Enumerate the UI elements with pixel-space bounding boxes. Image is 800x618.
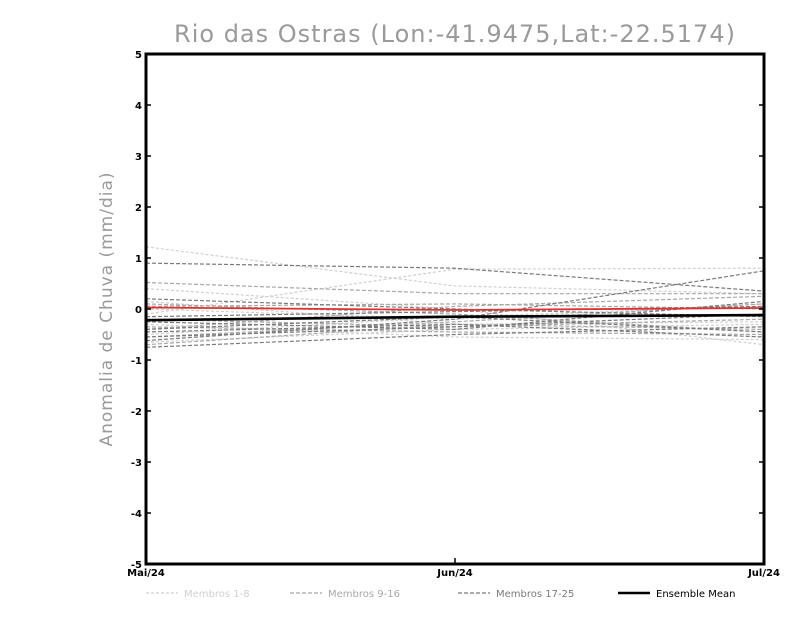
y-axis-label: Anomalia de Chuva (mm/dia)	[97, 171, 117, 446]
member-line-1	[145, 246, 765, 295]
member-line-23	[145, 298, 765, 318]
legend-label-3: Membros 17-25	[496, 589, 574, 600]
y-tick-label: -4	[131, 509, 142, 520]
member-line-3	[145, 288, 765, 346]
y-tick-label: 5	[135, 50, 142, 61]
member-line-24	[145, 326, 765, 348]
legend-label-1: Membros 1-8	[184, 589, 250, 600]
member-line-17	[145, 262, 765, 292]
legend: Membros 1-8 Membros 9-16 Membros 17-25 Ense…	[146, 589, 735, 600]
y-tick-label: -1	[131, 356, 142, 367]
highlight-line	[145, 306, 765, 311]
y-tick-label: 2	[135, 203, 142, 214]
member-line-5	[145, 300, 765, 325]
member-line-16	[145, 326, 765, 336]
member-line-19	[145, 323, 765, 338]
member-line-8	[145, 323, 765, 343]
series-layer	[145, 246, 765, 348]
legend-label-2: Membros 9-16	[328, 589, 400, 600]
member-line-20	[145, 305, 765, 318]
member-line-22	[145, 313, 765, 338]
member-line-4	[145, 305, 765, 336]
y-tick-label: 0	[135, 305, 142, 316]
y-tick-label: 3	[135, 152, 142, 163]
y-tick-label: 4	[135, 101, 142, 112]
member-line-12	[145, 303, 765, 338]
x-tick-label: Jun/24	[436, 568, 473, 579]
member-line-6	[145, 323, 765, 341]
legend-label-4: Ensemble Mean	[656, 589, 735, 600]
chart-title: Rio das Ostras (Lon:-41.9475,Lat:-22.517…	[174, 20, 736, 48]
member-line-15	[145, 303, 765, 310]
y-tick-label: -5	[131, 560, 142, 571]
ensemble-mean-line	[145, 313, 765, 322]
x-tick-label: Jul/24	[747, 568, 780, 579]
member-line-21	[145, 300, 765, 331]
y-tick-label: 1	[135, 254, 142, 265]
x-tick-label: Mai/24	[127, 568, 165, 579]
member-line-9	[145, 281, 764, 295]
y-tick-label: -3	[131, 458, 142, 469]
y-tick-label: -2	[131, 407, 142, 418]
member-line-11	[145, 303, 765, 333]
member-line-2	[145, 267, 765, 315]
